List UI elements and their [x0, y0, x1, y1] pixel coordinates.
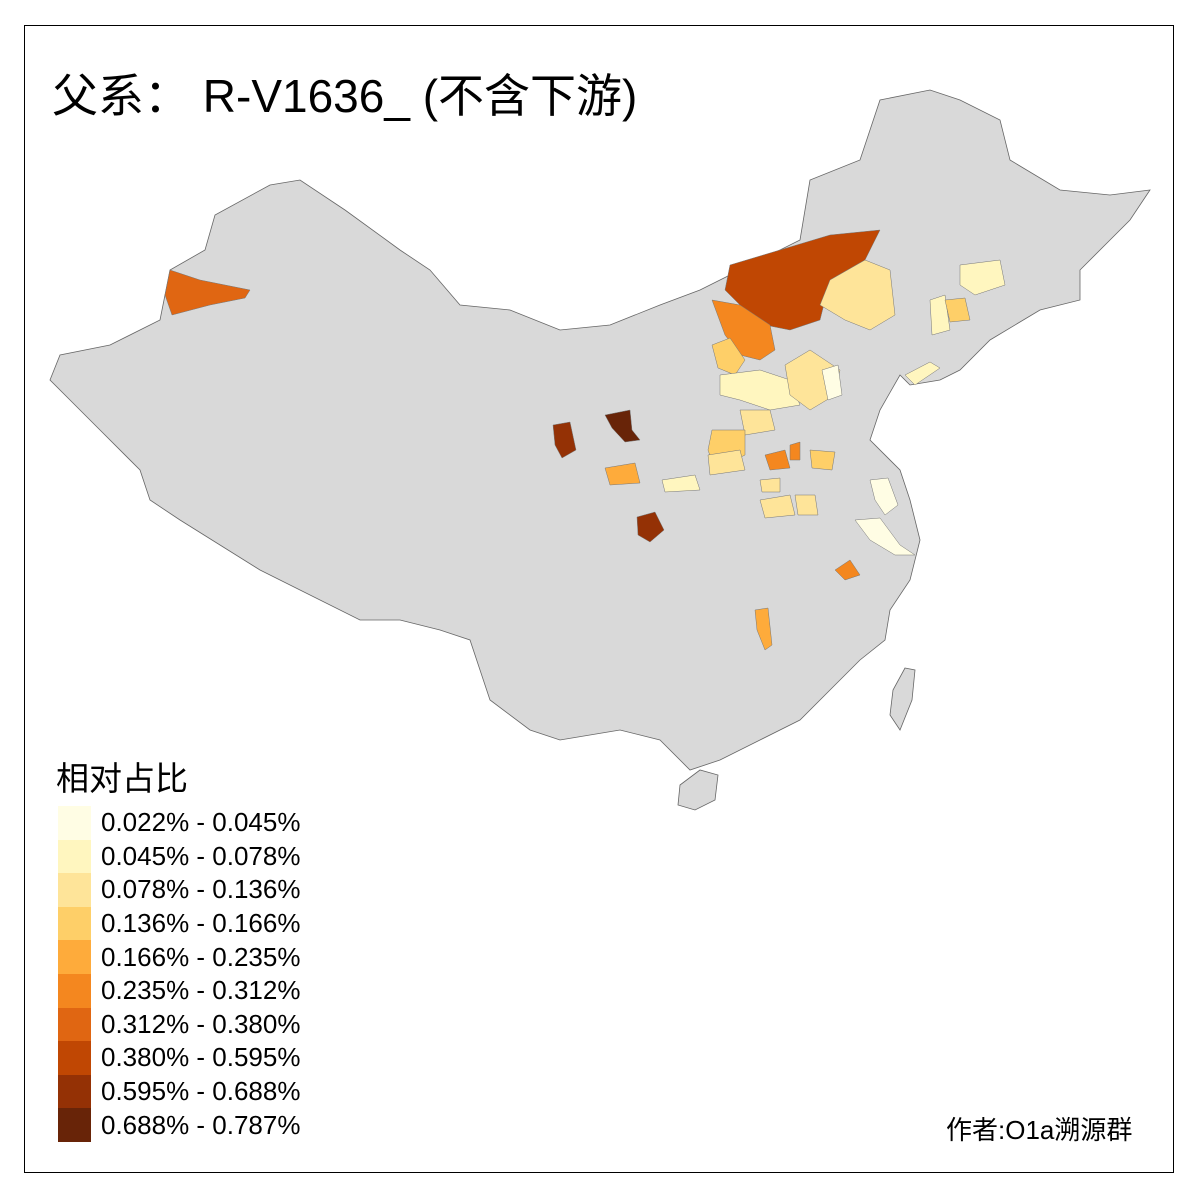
legend-title: 相对占比: [56, 759, 188, 798]
legend-item: 0.312% - 0.380%: [58, 1007, 301, 1042]
legend-swatch: [58, 940, 91, 974]
legend-item: 0.045% - 0.078%: [58, 839, 301, 874]
legend-swatch: [58, 1108, 91, 1142]
legend-label: 0.166% - 0.235%: [101, 941, 301, 972]
map-title: 父系： R-V1636_ (不含下游): [52, 70, 638, 122]
region-bin-3: [759, 494, 796, 519]
legend-label: 0.045% - 0.078%: [101, 840, 301, 871]
region-bin-9: [604, 409, 641, 443]
region-bin-4: [944, 297, 971, 323]
legend-label: 0.235% - 0.312%: [101, 975, 301, 1006]
taiwan-region: [889, 667, 916, 731]
legend-item: 0.166% - 0.235%: [58, 940, 300, 974]
legend-label: 0.136% - 0.166%: [101, 908, 301, 939]
shaded-regions: [164, 229, 1006, 651]
legend-item: 0.595% - 0.688%: [58, 1074, 301, 1109]
region-bin-2: [719, 369, 801, 411]
region-bin-6: [834, 559, 861, 581]
legend-swatch: [58, 839, 91, 874]
region-bin-8: [552, 421, 577, 459]
legend-item: 0.688% - 0.787%: [58, 1108, 300, 1142]
region-bin-5: [754, 607, 773, 651]
legend-item: 0.136% - 0.166%: [58, 906, 301, 941]
region-bin-8: [636, 511, 665, 543]
legend-swatch: [58, 1074, 91, 1109]
legend-item: 0.022% - 0.045%: [58, 806, 300, 840]
region-bin-2: [929, 294, 951, 336]
region-bin-7: [164, 269, 251, 316]
legend-swatch: [58, 1041, 91, 1075]
region-bin-6: [764, 449, 791, 471]
legend-swatch: [58, 806, 91, 840]
legend-label: 0.078% - 0.136%: [101, 874, 301, 905]
legend-label: 0.312% - 0.380%: [101, 1008, 301, 1039]
region-bin-2: [904, 361, 941, 386]
region-bin-1: [821, 364, 843, 401]
legend-swatch: [58, 906, 91, 941]
map-frame: [24, 25, 1174, 1173]
legend-swatch: [58, 1007, 91, 1042]
region-bin-5: [604, 462, 641, 486]
region-bin-1: [869, 477, 899, 516]
region-bin-2: [959, 259, 1006, 296]
region-bin-3: [707, 449, 746, 476]
legend: 0.022% - 0.045% 0.045% - 0.078% 0.078% - 0…: [58, 806, 300, 1142]
mainland-region: [49, 89, 1151, 771]
legend-label: 0.380% - 0.595%: [101, 1042, 301, 1073]
author-credit: 作者:O1a溯源群: [946, 1115, 1133, 1145]
legend-item: 0.078% - 0.136%: [58, 873, 300, 907]
region-bin-3: [819, 259, 896, 331]
region-bin-4: [809, 449, 836, 471]
region-bin-2: [661, 474, 701, 493]
region-bin-3: [794, 494, 819, 516]
region-bin-4: [711, 337, 746, 376]
legend-swatch: [58, 973, 91, 1008]
legend-label: 0.022% - 0.045%: [101, 807, 301, 838]
legend-item: 0.380% - 0.595%: [58, 1041, 300, 1075]
region-bin-1: [854, 517, 916, 556]
hainan-region: [677, 769, 719, 811]
legend-label: 0.688% - 0.787%: [101, 1109, 301, 1140]
legend-label: 0.595% - 0.688%: [101, 1076, 301, 1107]
legend-item: 0.235% - 0.312%: [58, 973, 301, 1008]
region-bin-3: [739, 409, 776, 436]
region-bin-3: [759, 477, 781, 493]
region-bin-6: [711, 299, 776, 361]
legend-swatch: [58, 873, 91, 907]
region-bin-6: [789, 441, 801, 461]
